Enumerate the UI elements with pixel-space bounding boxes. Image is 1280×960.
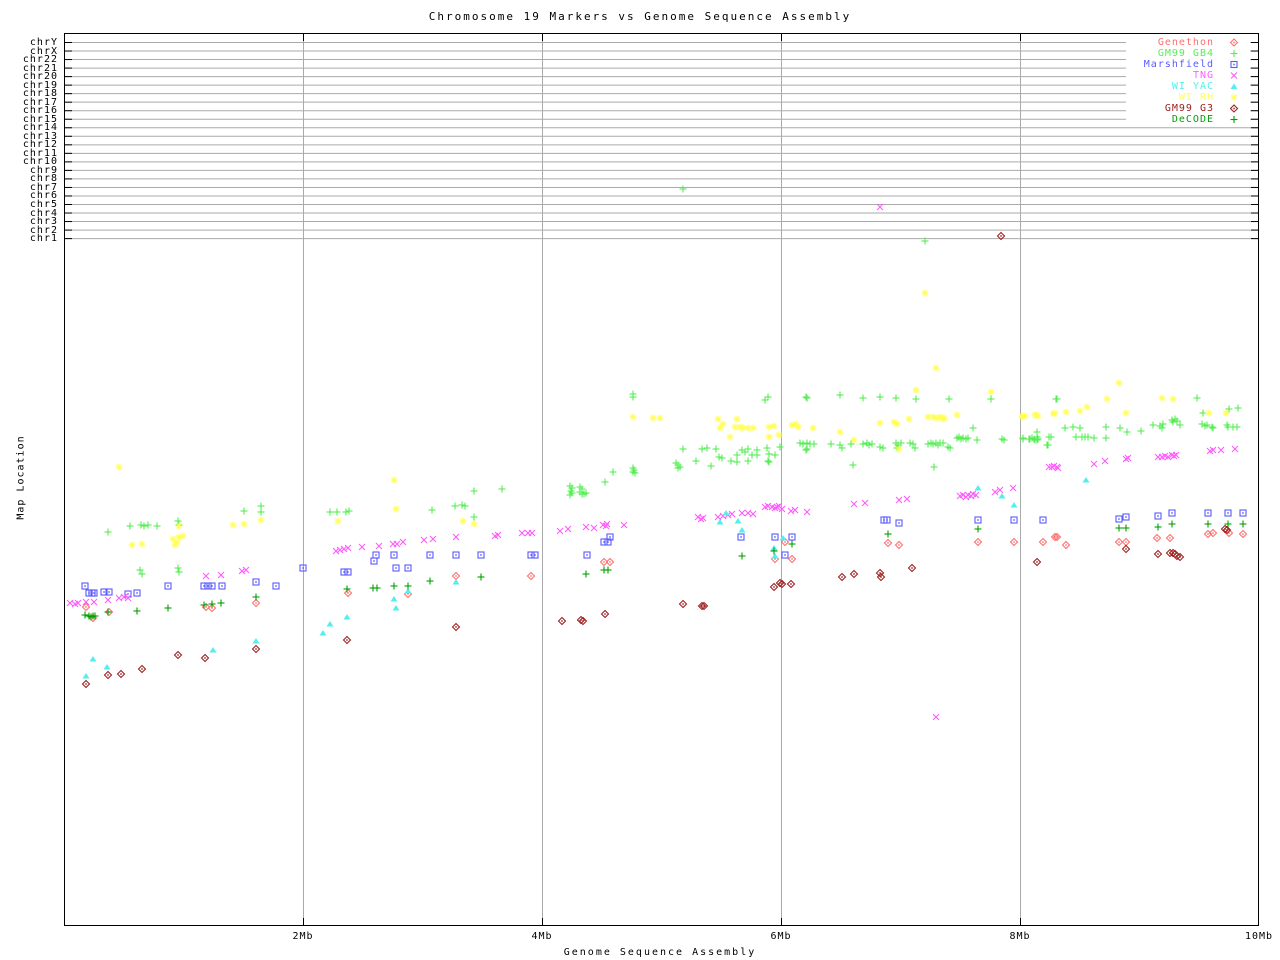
y-tick-label: chr16 — [22, 105, 58, 117]
legend-label: WI RH — [1178, 92, 1214, 103]
legend-marker-icon — [1230, 83, 1238, 89]
y-tick-label: chr12 — [22, 139, 58, 151]
y-tick-label: chrY — [29, 37, 58, 48]
plot-area — [64, 33, 1259, 926]
series-points-gm99-gb4 — [104, 185, 1242, 578]
x-tick-label: 4Mb — [531, 931, 553, 942]
y-tick-label: chr14 — [22, 122, 58, 134]
x-tick-label: 10Mb — [1244, 931, 1274, 942]
legend-item-gm99-g3: GM99 G3 — [1126, 103, 1250, 114]
y-tick-label: chr2 — [29, 224, 58, 236]
legend-label: WI YAC — [1171, 81, 1214, 92]
legend-item-tng: TNG — [1126, 70, 1250, 81]
x-tick-label: 2Mb — [292, 931, 314, 942]
legend-marker-icon — [1230, 60, 1238, 69]
legend-marker-icon — [1230, 94, 1238, 101]
y-tick-label: chr21 — [22, 62, 58, 74]
series-points-tng — [66, 203, 1239, 721]
series-points-wi-rh — [115, 289, 1230, 549]
legend-label: Genethon — [1157, 37, 1214, 48]
legend-label: GM99 GB4 — [1157, 48, 1214, 59]
y-tick-label: chr7 — [29, 181, 58, 193]
y-tick-label: chrX — [29, 45, 58, 57]
axis-border-and-ticks — [64, 33, 1259, 926]
legend-item-marshfield: Marshfield — [1126, 59, 1250, 70]
y-tick-label: chr11 — [22, 147, 58, 159]
chart-title: Chromosome 19 Markers vs Genome Sequence… — [428, 10, 852, 23]
legend-marker-icon — [1229, 38, 1239, 47]
y-tick-label: chr15 — [22, 113, 58, 125]
legend-item-genethon: Genethon — [1126, 37, 1250, 48]
y-axis-title: Map Location — [15, 435, 27, 520]
y-tick-label: chr18 — [22, 88, 58, 100]
legend-label: Marshfield — [1143, 59, 1214, 70]
x-tick-label: 6Mb — [770, 931, 792, 942]
legend-item-gm99-gb4: GM99 GB4 — [1126, 48, 1250, 59]
y-tick-label: chr9 — [29, 164, 58, 176]
legend-label: DeCODE — [1171, 114, 1214, 125]
y-tick-label: chr19 — [22, 79, 58, 91]
y-tick-label: chr5 — [29, 198, 58, 210]
legend-label: TNG — [1192, 70, 1214, 81]
y-tick-label: chr4 — [29, 207, 58, 219]
y-tick-label: chr1 — [29, 233, 58, 245]
y-tick-label: chr13 — [22, 130, 58, 142]
y-tick-label: chr8 — [29, 173, 58, 185]
y-tick-label: chr17 — [22, 96, 58, 108]
series-points-gm99-g3 — [81, 231, 1232, 689]
legend-item-wi-yac: WI YAC — [1126, 81, 1250, 92]
legend-label: GM99 G3 — [1164, 103, 1214, 114]
legend-marker-icon — [1230, 50, 1238, 57]
series-points-marshfield — [81, 509, 1247, 598]
legend-marker-icon — [1230, 72, 1238, 79]
y-tick-label: chr22 — [22, 54, 58, 66]
legend: Genethon GM99 GB4 Marshfield TNG WI YAC WI RH… — [1126, 36, 1250, 126]
y-tick-label: chr20 — [22, 71, 58, 83]
series-points-decode — [81, 520, 1247, 621]
gridlines — [65, 34, 1258, 925]
y-tick-label: chr6 — [29, 190, 58, 202]
y-tick-label: chr3 — [29, 216, 58, 228]
legend-marker-icon — [1229, 104, 1239, 113]
series-points-genethon — [81, 528, 1248, 623]
series-points-wi-yac — [82, 477, 1090, 679]
legend-item-wi-rh: WI RH — [1126, 92, 1250, 103]
x-axis-title: Genome Sequence Assembly — [563, 947, 757, 958]
y-tick-label: chr10 — [22, 156, 58, 168]
x-tick-label: 8Mb — [1009, 931, 1031, 942]
legend-item-decode: DeCODE — [1126, 114, 1250, 125]
legend-marker-icon — [1230, 116, 1238, 123]
